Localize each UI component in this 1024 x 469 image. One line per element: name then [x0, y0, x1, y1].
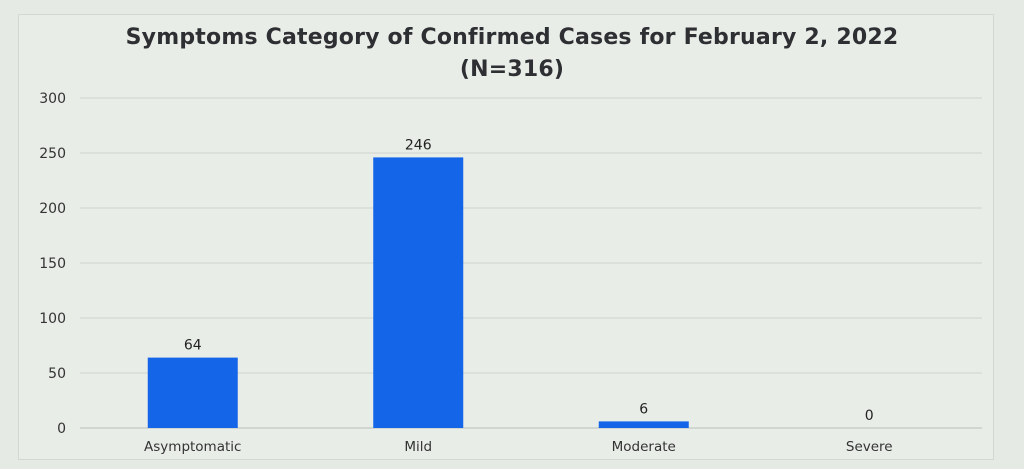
data-label: 6 [639, 401, 648, 417]
y-tick-label: 200 [39, 201, 66, 217]
chart-title: Symptoms Category of Confirmed Cases for… [125, 25, 899, 50]
data-label: 64 [184, 338, 202, 354]
x-tick-label: Severe [846, 439, 893, 455]
bar [147, 357, 238, 428]
bar [598, 421, 689, 428]
y-tick-label: 50 [48, 366, 66, 382]
data-label: 246 [405, 137, 432, 153]
x-tick-label: Mild [404, 439, 432, 455]
y-tick-label: 250 [39, 146, 66, 162]
chart-subtitle: (N=316) [459, 57, 565, 82]
x-tick-label: Asymptomatic [144, 439, 241, 455]
y-tick-label: 100 [39, 311, 66, 327]
y-tick-label: 300 [39, 91, 66, 107]
y-tick-label: 0 [57, 421, 66, 437]
bar [373, 157, 464, 428]
y-tick-label: 150 [39, 256, 66, 272]
x-tick-label: Moderate [612, 439, 676, 455]
data-label: 0 [865, 408, 874, 424]
